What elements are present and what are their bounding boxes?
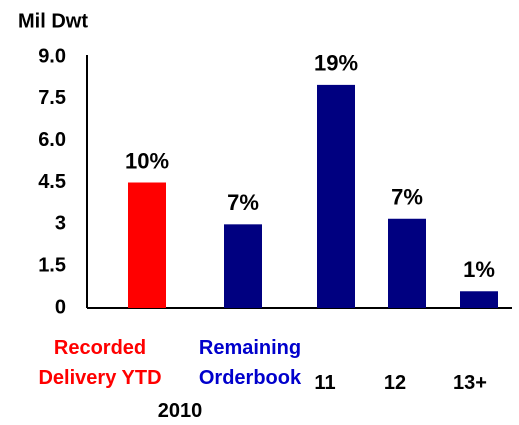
y-tick-label: 9.0 (38, 45, 66, 67)
y-axis-title: Mil Dwt (18, 10, 88, 32)
y-tick-label: 1.5 (38, 254, 66, 276)
bar (460, 291, 498, 308)
bar (224, 224, 262, 308)
bar (128, 182, 166, 308)
y-tick-label: 3 (55, 213, 66, 235)
bar (388, 218, 426, 308)
x-tick-label: 11 (314, 372, 336, 394)
x-tick-label: 13+ (453, 372, 487, 394)
bar-label: 1% (463, 257, 495, 282)
y-tick-label: 0 (55, 296, 66, 318)
bar-label: 7% (227, 190, 259, 215)
y-tick-label: 7.5 (38, 87, 66, 109)
bar-label: 19% (314, 51, 358, 76)
bar-label: 7% (391, 185, 423, 210)
x-tick-label: Recorded Delivery YTD (38, 337, 162, 389)
y-tick-label: 6.0 (38, 129, 66, 151)
x-tick-label: Remaining Orderbook (198, 337, 302, 389)
group-label: 2010 (157, 400, 203, 422)
y-tick-label: 4.5 (38, 171, 66, 193)
x-tick-label: 12 (383, 372, 407, 394)
bar (317, 84, 355, 308)
bar-label: 10% (125, 148, 169, 173)
